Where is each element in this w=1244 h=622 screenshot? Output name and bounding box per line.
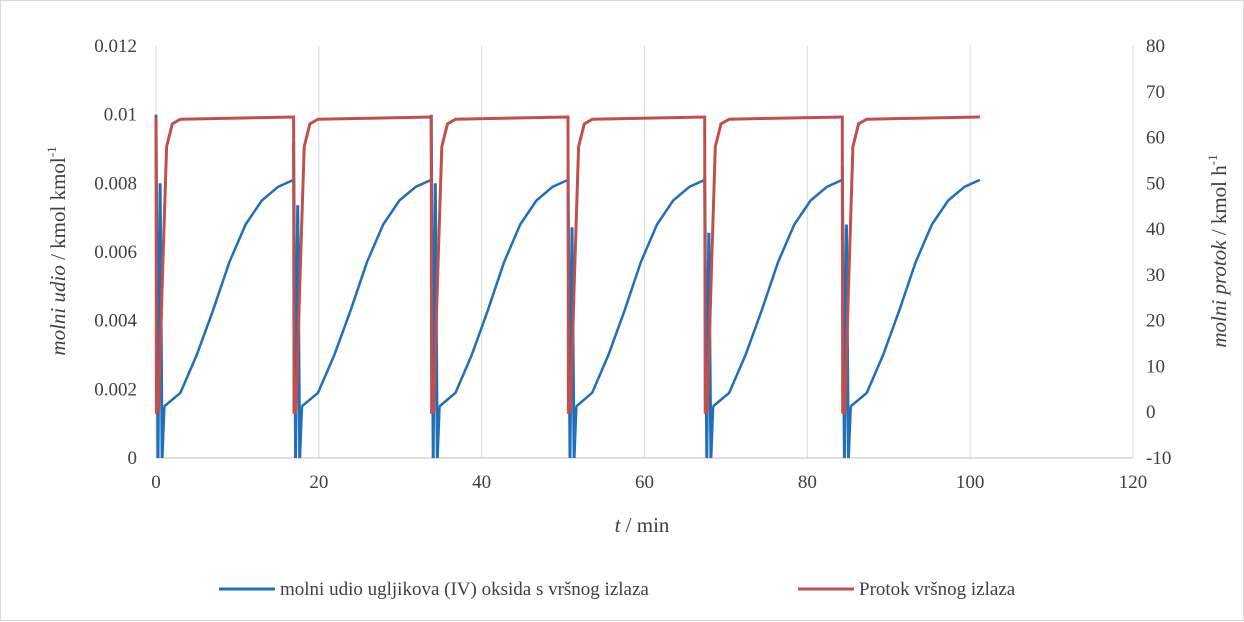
x-axis-title: t / min bbox=[615, 513, 670, 537]
y-right-tick-label: 10 bbox=[1146, 356, 1165, 377]
x-tick-labels: 0 20 40 60 80 100 120 bbox=[151, 472, 1147, 493]
y-right-tick-label: 50 bbox=[1146, 173, 1165, 194]
y-right-tick-label: 70 bbox=[1146, 82, 1165, 103]
y-left-tick-label: 0.004 bbox=[94, 311, 137, 332]
y-left-tick-label: 0.006 bbox=[94, 242, 137, 263]
y-right-tick-label: 0 bbox=[1146, 402, 1156, 423]
gridlines bbox=[155, 46, 1134, 459]
x-tick-label: 60 bbox=[635, 472, 654, 493]
co2-mole-fraction-line bbox=[300, 178, 432, 408]
y-left-tick-labels: 0 0.002 0.004 0.006 0.008 0.01 0.012 bbox=[94, 36, 137, 469]
y-right-tick-label: 20 bbox=[1146, 311, 1165, 332]
co2-mole-fraction-line bbox=[163, 178, 295, 408]
y-left-tick-label: 0.01 bbox=[104, 105, 137, 126]
legend-label-flow: Protok vršnog izlaza bbox=[859, 579, 1016, 600]
x-tick-label: 100 bbox=[956, 472, 985, 493]
flow-rate-line bbox=[154, 115, 980, 414]
y-right-tick-labels: -10 0 10 20 30 40 50 60 70 80 bbox=[1146, 36, 1171, 469]
y-right-tick-label: 40 bbox=[1146, 219, 1165, 240]
y-right-tick-label: 60 bbox=[1146, 128, 1165, 149]
y-right-tick-label: 80 bbox=[1146, 36, 1165, 57]
legend-label-co2: molni udio ugljikova (IV) oksida s vršno… bbox=[280, 579, 649, 600]
y-right-axis-title: molni protok / kmol h-1 bbox=[1205, 154, 1231, 347]
plot-area bbox=[154, 114, 981, 459]
y-left-axis-title: molni udio / kmol kmol-1 bbox=[44, 146, 70, 355]
co2-mole-fraction-line bbox=[575, 178, 706, 408]
x-tick-label: 40 bbox=[472, 472, 491, 493]
x-tick-label: 80 bbox=[798, 472, 817, 493]
y-right-tick-label: 30 bbox=[1146, 265, 1165, 286]
x-tick-label: 20 bbox=[309, 472, 328, 493]
y-left-tick-label: 0.002 bbox=[94, 379, 137, 400]
co2-mole-fraction-line bbox=[438, 178, 569, 408]
x-tick-label: 120 bbox=[1119, 472, 1148, 493]
legend: molni udio ugljikova (IV) oksida s vršno… bbox=[219, 579, 1016, 600]
co2-mole-fraction-line bbox=[712, 178, 843, 408]
y-left-tick-label: 0.008 bbox=[94, 173, 137, 194]
y-right-tick-label: -10 bbox=[1146, 448, 1171, 469]
y-left-tick-label: 0.012 bbox=[94, 36, 137, 57]
x-tick-label: 0 bbox=[151, 472, 161, 493]
y-left-tick-label: 0 bbox=[128, 448, 138, 469]
co2-mole-fraction-line bbox=[849, 178, 981, 408]
